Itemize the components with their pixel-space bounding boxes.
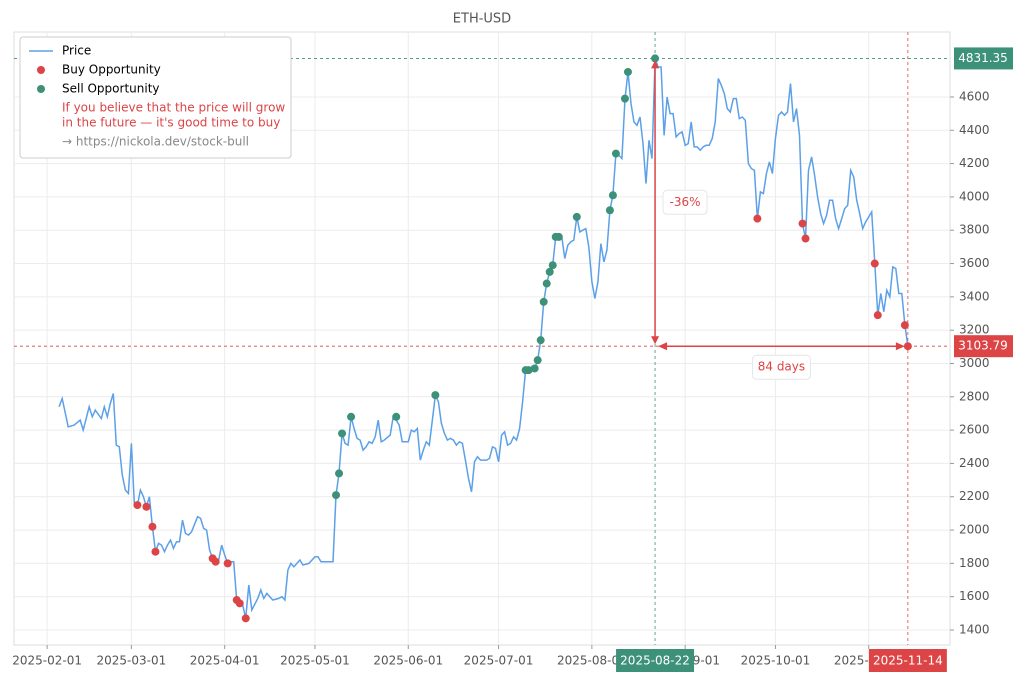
x-tick-label: 2025-02-01 — [12, 654, 82, 668]
arrow-head — [651, 336, 660, 345]
x-tick-label: 2025-05-01 — [280, 654, 350, 668]
legend-marker — [37, 66, 45, 74]
opportunity-dot — [900, 321, 909, 330]
date-badge-label: 2025-11-14 — [873, 654, 943, 668]
opportunity-dot — [542, 279, 551, 288]
opportunity-dot — [536, 336, 545, 345]
opportunity-dot — [431, 391, 440, 400]
y-tick-label: 3600 — [959, 256, 990, 270]
opportunity-dot — [572, 212, 581, 221]
opportunity-dot — [554, 232, 563, 241]
arrow-head — [651, 60, 660, 69]
legend-label: Price — [62, 44, 91, 58]
opportunity-dot — [798, 219, 807, 228]
x-tick-label: 2025-04-01 — [190, 654, 260, 668]
legend-label: Sell Opportunity — [62, 82, 160, 96]
opportunity-dot — [392, 412, 401, 421]
opportunity-dot — [530, 364, 539, 373]
date-badge — [868, 649, 947, 672]
opportunity-dot — [651, 54, 660, 63]
opportunity-dot — [241, 614, 250, 623]
opportunity-dot — [142, 502, 151, 511]
y-tick-label: 2600 — [959, 423, 990, 437]
opportunity-dot — [133, 501, 142, 510]
opportunity-dot — [524, 366, 533, 375]
legend-note: in the future — it's good time to buy — [62, 116, 280, 130]
value-badge-label: 3103.79 — [958, 339, 1008, 353]
y-tick-label: 1400 — [959, 623, 990, 637]
opportunity-dot — [801, 234, 810, 243]
opportunity-dot — [539, 297, 548, 306]
legend-label: Buy Opportunity — [62, 63, 161, 77]
opportunity-dot — [211, 557, 220, 566]
y-tick-label: 4400 — [959, 123, 990, 137]
opportunity-dot — [870, 259, 879, 268]
y-tick-label: 4200 — [959, 156, 990, 170]
x-tick-label: 2025-03-01 — [97, 654, 167, 668]
arrow-head — [658, 342, 668, 351]
y-tick-label: 3400 — [959, 289, 990, 303]
opportunity-dot — [548, 261, 557, 270]
x-tick-label: 2025-08-01 — [557, 654, 627, 668]
value-badge — [954, 335, 1013, 358]
opportunity-dot — [347, 412, 356, 421]
opportunity-dot — [151, 547, 160, 556]
x-tick-label: 2025-10-01 — [741, 654, 811, 668]
legend-note: If you believe that the price will grow — [62, 101, 285, 115]
price-line — [58, 58, 909, 619]
legend-link: → https://nickola.dev/stock-bull — [62, 135, 249, 149]
opportunity-dot — [873, 311, 882, 320]
opportunity-dot — [223, 559, 232, 568]
change-box — [662, 189, 708, 215]
y-tick-label: 4600 — [959, 89, 990, 103]
opportunity-dot — [235, 599, 244, 608]
change-label: -36% — [670, 195, 701, 209]
chart-title: ETH-USD — [453, 12, 511, 27]
value-badge-label: 4831.35 — [958, 51, 1008, 65]
opportunity-dot — [620, 94, 629, 103]
y-tick-label: 3800 — [959, 223, 990, 237]
arrow-head — [895, 342, 905, 351]
y-tick-label: 2000 — [959, 523, 990, 537]
value-badge — [954, 47, 1013, 70]
opportunity-dot — [605, 206, 614, 215]
date-badge — [616, 649, 695, 672]
x-tick-label: 2025-06-01 — [373, 654, 443, 668]
duration-box — [751, 354, 811, 380]
legend-box — [19, 36, 292, 159]
y-tick-label: 2400 — [959, 456, 990, 470]
opportunity-dot — [623, 67, 632, 76]
y-tick-label: 4000 — [959, 189, 990, 203]
opportunity-dot — [753, 214, 762, 223]
opportunity-dot — [608, 191, 617, 200]
legend-marker — [37, 85, 45, 93]
opportunity-dot — [545, 267, 554, 276]
y-tick-label: 1800 — [959, 556, 990, 570]
y-tick-label: 3200 — [959, 323, 990, 337]
opportunity-dot — [338, 429, 347, 438]
date-badge-label: 2025-08-22 — [620, 654, 690, 668]
opportunity-dot — [148, 522, 157, 531]
opportunity-dot — [533, 356, 542, 365]
y-tick-label: 2200 — [959, 489, 990, 503]
y-tick-label: 3000 — [959, 356, 990, 370]
opportunity-dot — [332, 491, 341, 500]
duration-label: 84 days — [758, 360, 805, 374]
y-tick-label: 2800 — [959, 389, 990, 403]
opportunity-dot — [611, 149, 620, 158]
opportunity-dot — [903, 342, 912, 351]
y-tick-label: 1600 — [959, 589, 990, 603]
x-tick-label: 2025-07-01 — [464, 654, 534, 668]
opportunity-dot — [335, 469, 344, 478]
